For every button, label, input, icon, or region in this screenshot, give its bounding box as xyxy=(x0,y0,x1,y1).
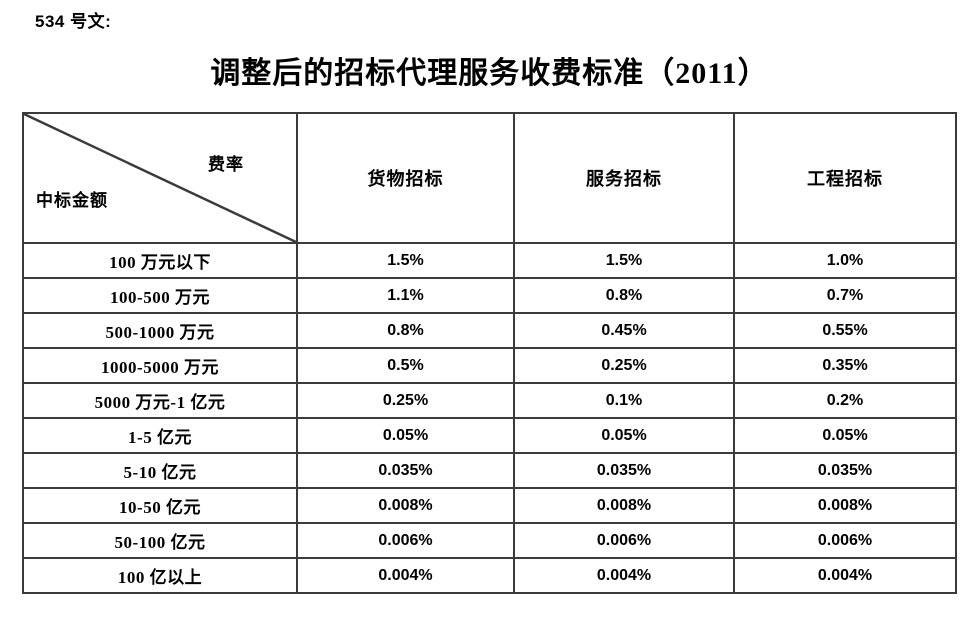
table-row: 1-5 亿元 0.05% 0.05% 0.05% xyxy=(22,417,957,454)
cell-value: 1.1% xyxy=(296,277,515,314)
cell-value: 0.2% xyxy=(733,382,957,419)
row-label: 100 亿以上 xyxy=(22,557,298,594)
table-row: 100 万元以下 1.5% 1.5% 1.0% xyxy=(22,242,957,279)
cell-value: 1.5% xyxy=(296,242,515,279)
table-row: 1000-5000 万元 0.5% 0.25% 0.35% xyxy=(22,347,957,384)
row-label: 50-100 亿元 xyxy=(22,522,298,559)
column-header-engineering-bidding: 工程招标 xyxy=(733,112,957,244)
cell-value: 0.008% xyxy=(296,487,515,524)
diagonal-divider xyxy=(25,115,295,241)
fee-standard-table: 费率 中标金额 货物招标 服务招标 工程招标 100 万元以下 1.5% 1.5… xyxy=(22,112,957,594)
corner-label-bid-amount: 中标金额 xyxy=(36,191,108,210)
cell-value: 0.035% xyxy=(733,452,957,489)
table-header-row: 费率 中标金额 货物招标 服务招标 工程招标 xyxy=(22,112,957,244)
table-row: 500-1000 万元 0.8% 0.45% 0.55% xyxy=(22,312,957,349)
column-header-service-bidding: 服务招标 xyxy=(513,112,735,244)
cell-value: 0.8% xyxy=(296,312,515,349)
corner-label-rate: 费率 xyxy=(208,155,244,174)
cell-value: 0.035% xyxy=(513,452,735,489)
cell-value: 0.55% xyxy=(733,312,957,349)
row-label: 500-1000 万元 xyxy=(22,312,298,349)
cell-value: 1.5% xyxy=(513,242,735,279)
doc-number-label: 534 号文: xyxy=(35,12,112,31)
table-row: 10-50 亿元 0.008% 0.008% 0.008% xyxy=(22,487,957,524)
row-label: 5-10 亿元 xyxy=(22,452,298,489)
cell-value: 1.0% xyxy=(733,242,957,279)
cell-value: 0.05% xyxy=(296,417,515,454)
table-row: 5000 万元-1 亿元 0.25% 0.1% 0.2% xyxy=(22,382,957,419)
table-row: 50-100 亿元 0.006% 0.006% 0.006% xyxy=(22,522,957,559)
cell-value: 0.006% xyxy=(513,522,735,559)
page-title: 调整后的招标代理服务收费标准（2011） xyxy=(210,57,769,90)
cell-value: 0.1% xyxy=(513,382,735,419)
table-row: 100-500 万元 1.1% 0.8% 0.7% xyxy=(22,277,957,314)
row-label: 5000 万元-1 亿元 xyxy=(22,382,298,419)
cell-value: 0.8% xyxy=(513,277,735,314)
cell-value: 0.035% xyxy=(296,452,515,489)
cell-value: 0.35% xyxy=(733,347,957,384)
row-label: 1000-5000 万元 xyxy=(22,347,298,384)
cell-value: 0.5% xyxy=(296,347,515,384)
cell-value: 0.004% xyxy=(513,557,735,594)
cell-value: 0.7% xyxy=(733,277,957,314)
cell-value: 0.004% xyxy=(733,557,957,594)
cell-value: 0.45% xyxy=(513,312,735,349)
row-label: 100-500 万元 xyxy=(22,277,298,314)
row-label: 100 万元以下 xyxy=(22,242,298,279)
cell-value: 0.008% xyxy=(513,487,735,524)
cell-value: 0.006% xyxy=(733,522,957,559)
cell-value: 0.05% xyxy=(733,417,957,454)
cell-value: 0.004% xyxy=(296,557,515,594)
row-label: 1-5 亿元 xyxy=(22,417,298,454)
cell-value: 0.006% xyxy=(296,522,515,559)
cell-value: 0.25% xyxy=(513,347,735,384)
table-row: 5-10 亿元 0.035% 0.035% 0.035% xyxy=(22,452,957,489)
corner-header-cell: 费率 中标金额 xyxy=(22,112,298,244)
cell-value: 0.05% xyxy=(513,417,735,454)
cell-value: 0.25% xyxy=(296,382,515,419)
column-header-goods-bidding: 货物招标 xyxy=(296,112,515,244)
row-label: 10-50 亿元 xyxy=(22,487,298,524)
cell-value: 0.008% xyxy=(733,487,957,524)
table-row: 100 亿以上 0.004% 0.004% 0.004% xyxy=(22,557,957,594)
